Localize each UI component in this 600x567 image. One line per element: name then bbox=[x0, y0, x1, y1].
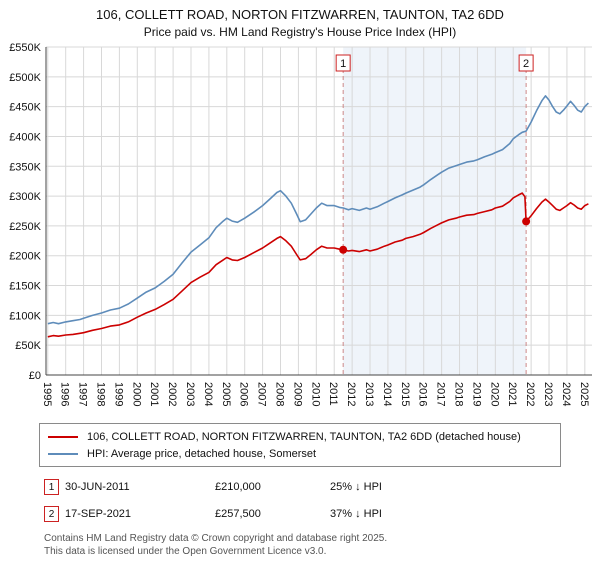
copyright-line-1: Contains HM Land Registry data © Crown c… bbox=[44, 533, 388, 544]
sale-period-band bbox=[343, 47, 527, 375]
x-tick-label: 2023 bbox=[542, 382, 554, 406]
y-tick-label: £200K bbox=[9, 251, 41, 263]
y-tick-label: £0 bbox=[29, 370, 41, 382]
x-tick-label: 2000 bbox=[130, 382, 142, 406]
x-tick-label: 2004 bbox=[202, 382, 214, 406]
sale-dot bbox=[522, 217, 531, 226]
x-tick-label: 1999 bbox=[112, 382, 124, 406]
x-tick-label: 2025 bbox=[578, 382, 590, 406]
price-chart: £0 £50K £100K £150K £200K £250K £300K £350K £400… bbox=[9, 42, 592, 406]
x-tick-label: 2007 bbox=[256, 382, 268, 406]
sale-number-badge-2: 2 bbox=[44, 506, 59, 522]
x-tick-label: 2001 bbox=[148, 382, 160, 406]
sale-hpi-delta-1: 25% ↓ HPI bbox=[330, 481, 382, 493]
y-tick-label: £50K bbox=[15, 340, 41, 352]
y-tick-label: £450K bbox=[9, 102, 41, 114]
sale-number-text: 2 bbox=[523, 58, 529, 70]
x-tick-label: 2002 bbox=[166, 382, 178, 406]
x-tick-label: 2010 bbox=[309, 382, 321, 406]
x-tick-label: 2017 bbox=[435, 382, 447, 406]
x-tick-label: 2009 bbox=[291, 382, 303, 406]
x-tick-label: 2003 bbox=[184, 382, 196, 406]
x-tick-label: 2011 bbox=[327, 382, 339, 406]
x-tick-label: 2008 bbox=[274, 382, 286, 406]
sale-date-2: 17-SEP-2021 bbox=[65, 508, 132, 520]
y-tick-label: £350K bbox=[9, 161, 41, 173]
hpi-line bbox=[47, 95, 589, 325]
sale-hpi-delta-2: 37% ↓ HPI bbox=[330, 508, 382, 520]
sale-price-1: £210,000 bbox=[215, 481, 261, 493]
legend-item-hpi: HPI: Average price, detached house, Some… bbox=[48, 445, 552, 462]
x-tick-label: 1997 bbox=[77, 382, 89, 406]
property-line bbox=[47, 192, 589, 338]
legend-item-property: 106, COLLETT ROAD, NORTON FITZWARREN, TA… bbox=[48, 428, 552, 445]
x-tick-label: 2005 bbox=[220, 382, 232, 406]
x-tick-label: 2022 bbox=[524, 382, 536, 406]
sale-number-box bbox=[335, 54, 351, 72]
sale-number-box bbox=[518, 54, 534, 72]
chart-subtitle: Price paid vs. HM Land Registry's House … bbox=[143, 25, 457, 39]
x-tick-label: 2006 bbox=[238, 382, 250, 406]
sale-annotation-2: 2 17-SEP-2021 £257,500 37% ↓ HPI bbox=[44, 506, 600, 522]
sale-price-2: £257,500 bbox=[215, 508, 261, 520]
x-tick-label: 2024 bbox=[560, 382, 572, 406]
chart-title: 106, COLLETT ROAD, NORTON FITZWARREN, TA… bbox=[96, 7, 504, 22]
page: 106, COLLETT ROAD, NORTON FITZWARREN, TA… bbox=[0, 7, 600, 558]
legend-label-hpi: HPI: Average price, detached house, Some… bbox=[87, 447, 317, 460]
y-tick-label: £550K bbox=[9, 42, 41, 54]
sale-number-badge-1: 1 bbox=[44, 479, 59, 495]
hpi-line-swatch bbox=[48, 452, 78, 455]
y-tick-label: £300K bbox=[9, 191, 41, 203]
y-tick-label: £250K bbox=[9, 221, 41, 233]
x-tick-label: 2014 bbox=[381, 382, 393, 406]
copyright: Contains HM Land Registry data © Crown c… bbox=[44, 533, 600, 558]
property-line-swatch bbox=[48, 435, 78, 438]
y-tick-label: £500K bbox=[9, 72, 41, 84]
x-tick-label: 2020 bbox=[488, 382, 500, 406]
x-tick-label: 2018 bbox=[453, 382, 465, 406]
x-tick-label: 2012 bbox=[345, 382, 357, 406]
x-tick-label: 2013 bbox=[363, 382, 375, 406]
x-tick-label: 1996 bbox=[59, 382, 71, 406]
sale-annotation-1: 1 30-JUN-2011 £210,000 25% ↓ HPI bbox=[44, 479, 600, 495]
x-tick-label: 1998 bbox=[94, 382, 106, 406]
sale-date-1: 30-JUN-2011 bbox=[65, 481, 130, 493]
x-tick-label: 2021 bbox=[506, 382, 518, 406]
y-tick-label: £400K bbox=[9, 131, 41, 143]
x-tick-label: 2019 bbox=[470, 382, 482, 406]
y-tick-label: £100K bbox=[9, 310, 41, 322]
sale-number-text: 1 bbox=[340, 58, 346, 70]
copyright-line-2: This data is licensed under the Open Gov… bbox=[44, 545, 327, 557]
sale-annotations: 1 30-JUN-2011 £210,000 25% ↓ HPI 2 17-SE… bbox=[44, 479, 600, 522]
x-tick-label: 1995 bbox=[41, 382, 53, 406]
legend-label-property: 106, COLLETT ROAD, NORTON FITZWARREN, TA… bbox=[87, 430, 521, 443]
x-tick-label: 2016 bbox=[417, 382, 429, 406]
legend: 106, COLLETT ROAD, NORTON FITZWARREN, TA… bbox=[39, 423, 561, 467]
sale-dot bbox=[339, 245, 348, 254]
x-tick-label: 2015 bbox=[399, 382, 411, 406]
y-tick-label: £150K bbox=[9, 281, 41, 293]
